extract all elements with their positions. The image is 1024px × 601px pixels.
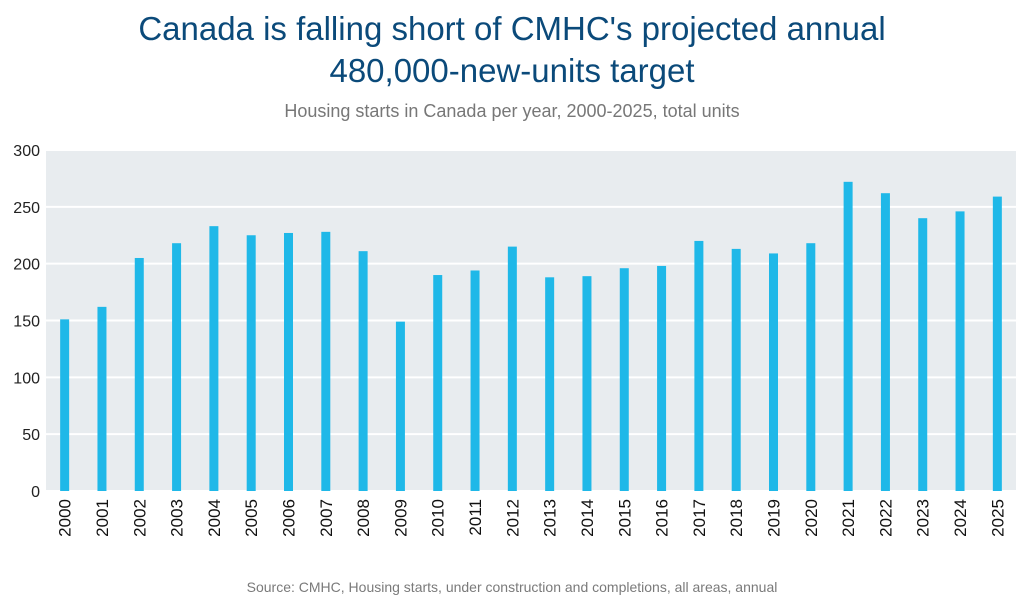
x-tick-label: 2008 xyxy=(354,499,373,537)
y-tick-label: 300 xyxy=(13,143,40,160)
bar-2018 xyxy=(731,248,741,491)
x-tick-label: 2014 xyxy=(578,499,597,537)
bar-2000 xyxy=(60,319,70,491)
bar-2007 xyxy=(321,231,331,491)
y-tick-label: 50 xyxy=(22,427,40,444)
x-tick-label: 2020 xyxy=(802,499,821,537)
y-tick-label: 100 xyxy=(13,370,40,387)
bar-2017 xyxy=(694,240,704,491)
bar-2010 xyxy=(433,275,443,491)
bar-2002 xyxy=(134,257,144,491)
bar-2013 xyxy=(545,277,555,491)
bar-2003 xyxy=(172,243,182,491)
bar-2001 xyxy=(97,306,107,491)
x-tick-label: 2003 xyxy=(168,499,187,537)
x-tick-label: 2011 xyxy=(466,499,485,536)
x-tick-label: 2018 xyxy=(727,499,746,537)
bar-2005 xyxy=(246,235,256,491)
x-tick-label: 2016 xyxy=(653,499,672,537)
bar-2008 xyxy=(358,251,368,491)
bar-2004 xyxy=(209,226,219,491)
chart-subtitle: Housing starts in Canada per year, 2000-… xyxy=(284,101,740,121)
bar-2024 xyxy=(955,211,965,491)
x-tick-label: 2015 xyxy=(615,499,634,537)
y-axis-ticks: 0 50 100 150 200 250 300 xyxy=(13,143,40,501)
bar-2022 xyxy=(880,193,890,491)
x-tick-label: 2009 xyxy=(391,499,410,537)
bar-2025 xyxy=(992,196,1002,491)
bar-2012 xyxy=(507,246,517,491)
bar-2014 xyxy=(582,276,592,491)
x-tick-label: 2002 xyxy=(130,499,149,537)
bar-2016 xyxy=(657,265,667,491)
chart-title: Canada is falling short of CMHC's projec… xyxy=(0,8,1024,92)
x-tick-label: 2005 xyxy=(242,499,261,537)
bar-2019 xyxy=(769,253,778,491)
x-tick-label: 2010 xyxy=(429,499,448,537)
bar-2009 xyxy=(395,321,405,491)
x-tick-label: 2019 xyxy=(765,499,784,537)
x-axis-ticks: 2000 2001 2002 2003 2004 2005 2006 2007 2008 2009… xyxy=(56,499,1008,537)
x-tick-label: 2004 xyxy=(205,499,224,537)
x-tick-label: 2022 xyxy=(876,499,895,537)
y-tick-label: 0 xyxy=(31,484,40,501)
x-tick-label: 2024 xyxy=(951,499,970,537)
x-tick-label: 2007 xyxy=(317,499,336,537)
bar-2023 xyxy=(918,218,928,491)
x-tick-label: 2013 xyxy=(541,499,560,537)
bar-2020 xyxy=(806,243,816,491)
bars xyxy=(60,181,1002,491)
chart-title-line-1: Canada is falling short of CMHC's projec… xyxy=(138,10,886,47)
x-tick-label: 2021 xyxy=(839,499,858,537)
x-tick-label: 2000 xyxy=(56,499,75,537)
x-tick-label: 2025 xyxy=(988,499,1007,537)
chart-title-line-2: 480,000-new-units target xyxy=(329,52,695,89)
y-tick-label: 250 xyxy=(13,200,40,217)
x-tick-label: 2006 xyxy=(280,499,299,537)
bar-2021 xyxy=(843,181,853,491)
bar-2011 xyxy=(470,270,480,491)
bar-2015 xyxy=(619,268,629,491)
bar-2006 xyxy=(284,232,293,491)
x-tick-label: 2023 xyxy=(914,499,933,537)
chart-source: Source: CMHC, Housing starts, under cons… xyxy=(246,579,778,595)
y-tick-label: 200 xyxy=(13,257,40,274)
x-tick-label: 2017 xyxy=(690,499,709,537)
gridlines xyxy=(46,149,1016,492)
x-tick-label: 2001 xyxy=(93,499,112,537)
y-tick-label: 150 xyxy=(13,314,40,331)
x-tick-label: 2012 xyxy=(503,499,522,537)
